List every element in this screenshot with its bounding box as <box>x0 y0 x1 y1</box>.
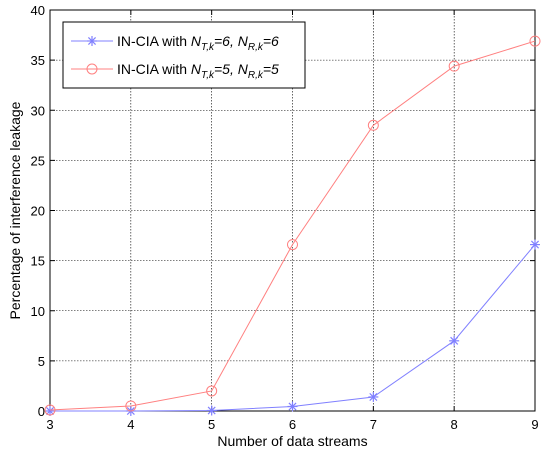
legend-label-part: =6 <box>263 33 279 49</box>
y-tick-label: 5 <box>38 354 45 369</box>
legend-prefix: IN-CIA with <box>117 33 191 49</box>
data-point <box>206 405 217 416</box>
x-tick-label: 5 <box>208 417 215 432</box>
data-point <box>287 239 298 251</box>
data-point <box>287 401 298 412</box>
legend-prefix: IN-CIA with <box>117 61 191 77</box>
x-tick-label: 4 <box>127 417 134 432</box>
x-axis-label: Number of data streams <box>217 433 367 449</box>
legend-label-part: =5, <box>214 61 238 77</box>
data-point <box>449 335 460 346</box>
legend: IN-CIA with NT,k=6, NR,k=6IN-CIA with NT… <box>62 21 306 89</box>
series-line <box>49 40 536 411</box>
data-point <box>206 385 218 397</box>
y-tick-label: 40 <box>31 3 45 18</box>
legend-label-part: R,k <box>248 70 264 81</box>
legend-label-part: N <box>238 61 249 77</box>
y-axis-label: Percentage of interference leakage <box>7 101 23 319</box>
legend-label-part: N <box>238 33 249 49</box>
data-point <box>529 35 541 47</box>
y-tick-label: 15 <box>31 254 45 269</box>
x-tick-label: 9 <box>531 417 538 432</box>
data-point <box>45 406 55 416</box>
legend-label-part: T,k <box>201 70 215 81</box>
legend-label: IN-CIA with NT,k=5, NR,k=5 <box>117 61 279 81</box>
legend-label: IN-CIA with NT,k=6, NR,k=6 <box>117 33 279 53</box>
y-tick-label: 0 <box>38 404 45 419</box>
asterisk-stroke <box>288 402 297 411</box>
y-tick-label: 35 <box>31 53 45 68</box>
asterisk-stroke <box>87 36 97 46</box>
data-point <box>368 391 379 402</box>
y-tick-label: 25 <box>31 153 45 168</box>
legend-label-part: R,k <box>248 42 264 53</box>
data-point <box>448 60 460 72</box>
asterisk-stroke <box>450 336 459 345</box>
asterisk-stroke <box>369 392 378 401</box>
legend-label-part: =5 <box>263 61 279 77</box>
legend-marker <box>87 36 97 46</box>
series-2 <box>44 35 541 416</box>
x-tick-label: 3 <box>46 417 53 432</box>
legend-label-part: N <box>191 61 202 77</box>
asterisk-stroke <box>530 240 540 249</box>
data-point <box>44 404 56 416</box>
y-tick-label: 30 <box>31 103 45 118</box>
asterisk-stroke <box>45 406 55 416</box>
legend-label-part: =6, <box>214 33 238 49</box>
y-tick-label: 20 <box>31 204 45 219</box>
x-tick-label: 6 <box>289 417 296 432</box>
legend-item-1: IN-CIA with NT,k=6, NR,k=6 <box>71 33 279 53</box>
legend-box <box>62 21 306 89</box>
legend-label-part: N <box>191 33 202 49</box>
y-tick-label: 10 <box>31 304 45 319</box>
x-tick-label: 7 <box>370 417 377 432</box>
data-point <box>367 119 379 131</box>
series-layer <box>44 35 541 416</box>
legend-label-part: T,k <box>201 42 215 53</box>
legend-marker <box>86 63 98 75</box>
data-point <box>530 239 540 250</box>
x-tick-label: 8 <box>451 417 458 432</box>
data-point <box>125 400 137 412</box>
asterisk-stroke <box>207 406 216 415</box>
legend-item-2: IN-CIA with NT,k=5, NR,k=5 <box>71 61 279 81</box>
